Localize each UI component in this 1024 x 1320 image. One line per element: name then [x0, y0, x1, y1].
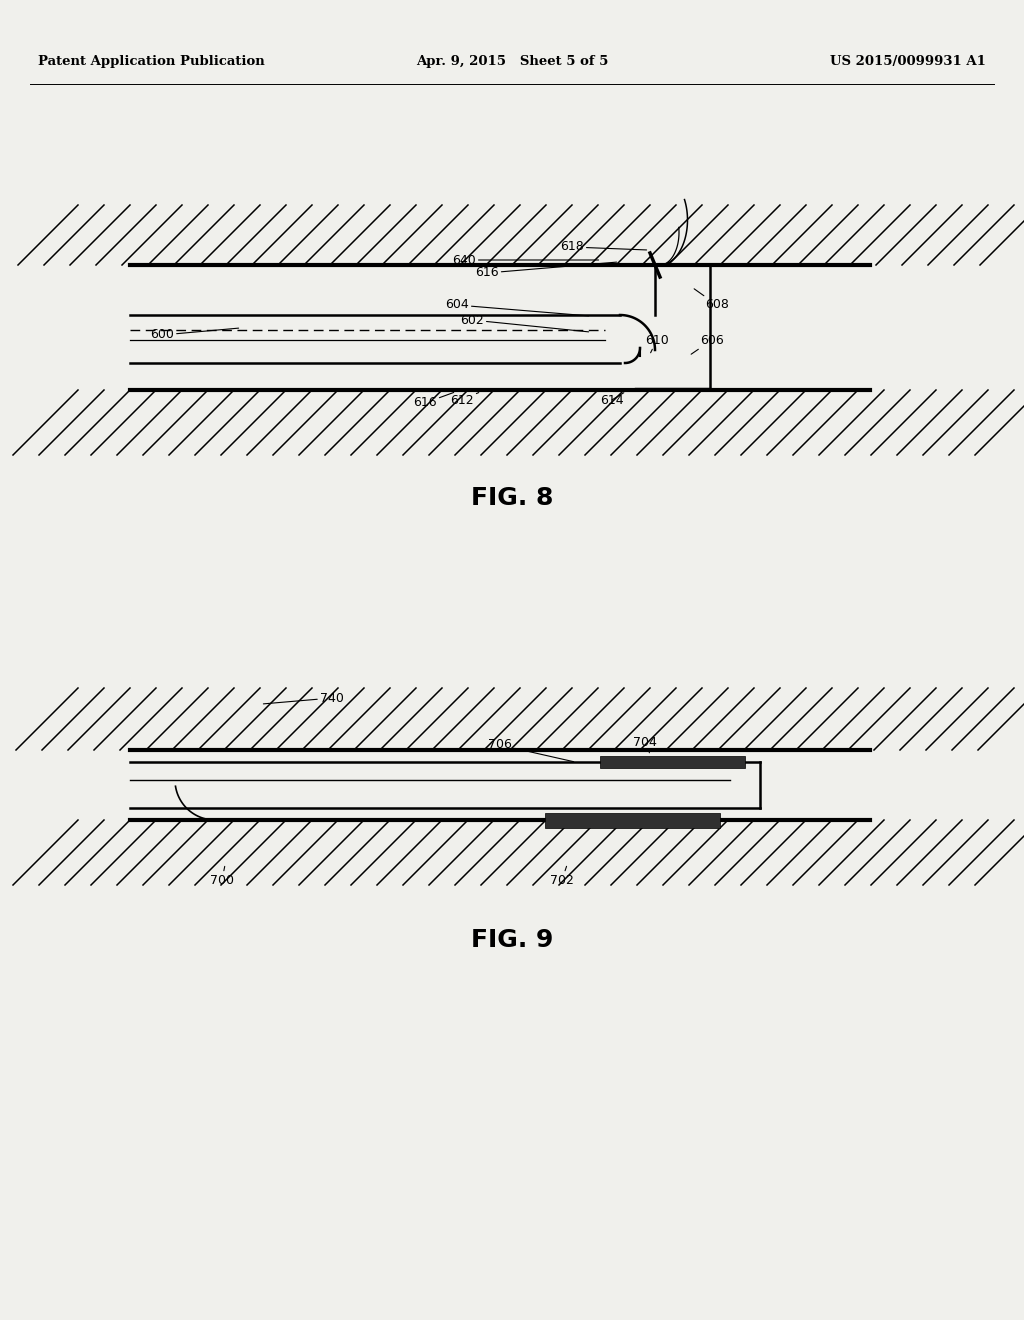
Text: Patent Application Publication: Patent Application Publication	[38, 55, 265, 69]
Text: 704: 704	[633, 737, 656, 752]
Text: 604: 604	[445, 298, 589, 315]
Text: 700: 700	[210, 866, 234, 887]
Text: FIG. 9: FIG. 9	[471, 928, 553, 952]
Bar	[600, 756, 745, 768]
Text: 608: 608	[694, 289, 729, 312]
Text: Apr. 9, 2015   Sheet 5 of 5: Apr. 9, 2015 Sheet 5 of 5	[416, 55, 608, 69]
Bar	[130, 389, 870, 455]
Text: 616: 616	[413, 392, 454, 409]
Text: 600: 600	[150, 329, 239, 342]
Bar	[130, 688, 870, 750]
Text: 610: 610	[645, 334, 669, 352]
Text: 606: 606	[691, 334, 724, 354]
Bar	[545, 813, 720, 828]
Text: FIG. 8: FIG. 8	[471, 486, 553, 510]
Text: US 2015/0099931 A1: US 2015/0099931 A1	[830, 55, 986, 69]
Text: 602: 602	[460, 314, 589, 331]
Text: 612: 612	[450, 392, 479, 407]
Text: 640: 640	[452, 253, 599, 267]
Text: 616: 616	[475, 263, 616, 280]
Text: 614: 614	[600, 393, 624, 407]
Text: 706: 706	[488, 738, 573, 762]
Text: 618: 618	[560, 240, 646, 253]
Bar	[130, 820, 870, 884]
Text: 740: 740	[263, 692, 344, 705]
Text: 702: 702	[550, 866, 573, 887]
Bar	[130, 205, 870, 265]
